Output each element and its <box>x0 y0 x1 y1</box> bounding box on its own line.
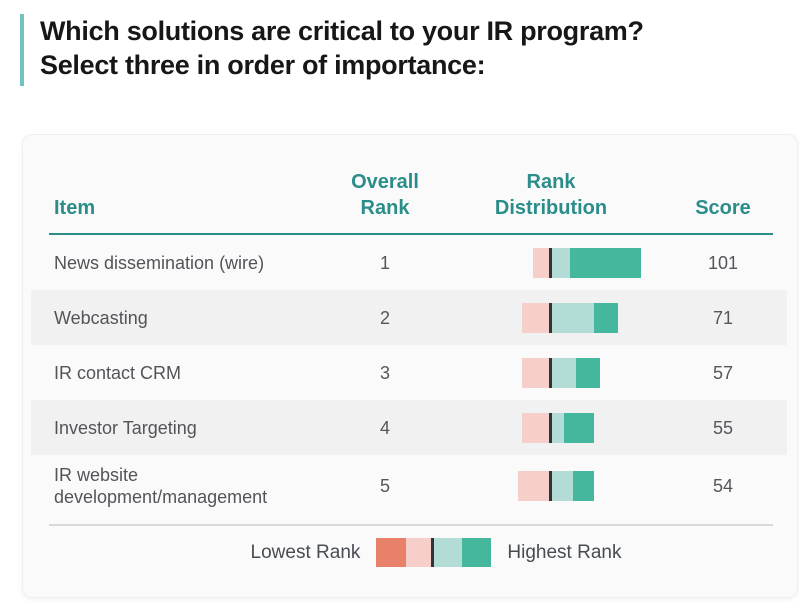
page-title-line-2: Select three in order of importance: <box>40 50 486 80</box>
legend-block-highest <box>462 538 492 567</box>
legend-block-middle <box>434 538 463 567</box>
column-header-rank-distribution-line-2: Distribution <box>494 197 608 219</box>
score-value: 101 <box>707 252 739 273</box>
item-label: Investor Targeting <box>54 417 197 438</box>
results-card: Item Overall Rank Rank Distribution Scor… <box>22 134 798 598</box>
bar-divider <box>549 471 552 501</box>
rank-distribution-bar <box>421 290 661 345</box>
score-value: 71 <box>712 307 734 328</box>
legend-lowest-label: Lowest Rank <box>250 541 361 563</box>
rank-distribution-bar <box>421 400 661 455</box>
table-row: Investor Targeting 4 55 <box>31 400 787 455</box>
bar-segment-highest <box>576 357 600 388</box>
bar-segment-lowest <box>533 247 549 278</box>
bar-segment-lowest <box>522 302 549 333</box>
title-accent-bar <box>20 14 24 86</box>
column-header-overall-rank-line-2: Rank <box>360 197 410 219</box>
overall-rank-value: 3 <box>379 362 390 383</box>
bar-divider <box>549 357 552 388</box>
item-label: IR website development/management <box>54 465 268 507</box>
column-header-rank-distribution-line-1: Rank <box>526 171 576 193</box>
score-value: 54 <box>712 476 734 496</box>
column-header-overall-rank: Overall Rank <box>349 169 421 221</box>
rank-distribution-bar <box>421 345 661 400</box>
bar-segment-highest <box>570 247 641 278</box>
score-value: 55 <box>712 417 734 438</box>
column-header-overall-rank-line-1: Overall <box>351 171 419 193</box>
distribution-bar <box>522 412 594 443</box>
bar-segment-highest <box>573 471 594 501</box>
rank-distribution-bar <box>421 235 661 290</box>
bar-segment-middle <box>552 357 576 388</box>
bar-divider <box>549 247 552 278</box>
rank-distribution-bar <box>421 455 661 517</box>
column-header-rank-distribution: Rank Distribution <box>431 169 671 221</box>
column-header-score: Score <box>695 197 751 219</box>
bar-segment-lowest <box>518 471 549 501</box>
distribution-bar <box>522 357 600 388</box>
bar-segment-highest <box>594 302 618 333</box>
bar-segment-lowest <box>522 357 549 388</box>
bar-segment-middle <box>552 247 570 278</box>
page-title-line-1: Which solutions are critical to your IR … <box>40 16 644 46</box>
bar-segment-middle <box>552 302 594 333</box>
legend-blocks <box>376 538 492 567</box>
title-block: Which solutions are critical to your IR … <box>20 14 644 86</box>
bar-segment-middle <box>552 471 573 501</box>
table-row: IR website development/management 5 54 <box>31 455 787 517</box>
table-body: News dissemination (wire) 1 101 Webcasti… <box>31 235 787 517</box>
item-label: IR contact CRM <box>54 362 182 383</box>
legend-block-divider <box>431 538 435 567</box>
bar-divider <box>549 302 552 333</box>
legend-block-lowest <box>406 538 432 567</box>
item-label: News dissemination (wire) <box>54 252 265 273</box>
footer-separator <box>49 524 773 526</box>
overall-rank-value: 1 <box>379 252 390 273</box>
score-value: 57 <box>712 362 734 383</box>
table-row: IR contact CRM 3 57 <box>31 345 787 400</box>
table-header-row: Item Overall Rank Rank Distribution Scor… <box>49 135 773 235</box>
distribution-bar <box>518 471 594 501</box>
bar-segment-middle <box>552 412 564 443</box>
page-title: Which solutions are critical to your IR … <box>40 14 644 86</box>
table-row: News dissemination (wire) 1 101 <box>31 235 787 290</box>
overall-rank-value: 4 <box>379 417 390 438</box>
bar-segment-lowest <box>522 412 549 443</box>
legend-highest-label: Highest Rank <box>507 541 622 563</box>
distribution-bar <box>522 302 618 333</box>
overall-rank-value: 5 <box>379 476 390 496</box>
legend: Lowest Rank Highest Rank <box>74 538 798 567</box>
overall-rank-value: 2 <box>379 307 390 328</box>
table-row: Webcasting 2 71 <box>31 290 787 345</box>
bar-segment-highest <box>564 412 594 443</box>
column-header-item: Item <box>54 197 96 219</box>
legend-block-lowest-strong <box>376 538 407 567</box>
item-label: Webcasting <box>54 307 148 328</box>
distribution-bar <box>533 247 641 278</box>
bar-divider <box>549 412 552 443</box>
